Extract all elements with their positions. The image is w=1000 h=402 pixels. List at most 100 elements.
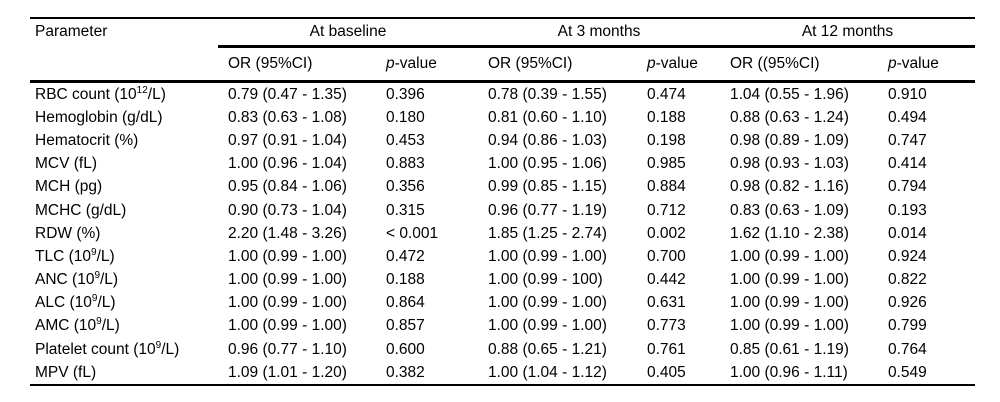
- pvalue-12-months: 0.822: [888, 271, 927, 289]
- param-text: /L): [96, 247, 115, 265]
- param-text: /L): [100, 271, 119, 289]
- header-body-rule: [30, 80, 975, 83]
- pvalue-baseline: < 0.001: [386, 224, 439, 242]
- table-row-mpv: MPV (fL) 1.09 (1.01 - 1.20) 0.382 1.00 (…: [30, 361, 975, 384]
- column-header-pvalue-12-months: p-value: [878, 55, 975, 73]
- pvalue-12-months: 0.014: [888, 224, 927, 242]
- or-baseline-value: 1.09 (1.01 - 1.20): [228, 363, 347, 381]
- or-baseline-value: 0.95 (0.84 - 1.06): [228, 178, 347, 196]
- pvalue-baseline: 0.180: [386, 108, 425, 126]
- table-row-alc: ALC (109/L) 1.00 (0.99 - 1.00) 0.864 1.0…: [30, 292, 975, 315]
- pvalue-rest: -value: [655, 55, 698, 72]
- pvalue-12-months: 0.924: [888, 247, 927, 265]
- or-12-months-value: 1.00 (0.96 - 1.11): [730, 363, 848, 381]
- column-header-pvalue-3-months: p-value: [637, 55, 720, 73]
- or-3-months-value: 1.00 (0.99 - 1.00): [488, 294, 607, 312]
- group-header-row: Parameter At baseline At 3 months At 12 …: [30, 19, 975, 45]
- pvalue-baseline: 0.356: [386, 178, 425, 196]
- group-header-3-months: At 3 months: [557, 23, 641, 40]
- param-text: MCV (fL): [35, 155, 97, 173]
- group-header-underline: [218, 45, 975, 48]
- param-superscript: 9: [94, 269, 100, 281]
- parameter-cell: ALC (109/L): [30, 294, 218, 312]
- or-12-months-value: 0.98 (0.89 - 1.09): [730, 131, 849, 149]
- param-text: /L): [97, 294, 116, 312]
- pvalue-baseline: 0.857: [386, 317, 425, 335]
- results-table: Parameter At baseline At 3 months At 12 …: [30, 17, 975, 387]
- pvalue-3-months: 0.712: [647, 201, 686, 219]
- or-3-months-value: 0.88 (0.65 - 1.21): [488, 340, 607, 358]
- pvalue-3-months: 0.773: [647, 317, 686, 335]
- table-row-anc: ANC (109/L) 1.00 (0.99 - 1.00) 0.188 1.0…: [30, 269, 975, 292]
- parameter-cell: MCV (fL): [30, 155, 218, 173]
- or-3-months-value: 0.81 (0.60 - 1.10): [488, 108, 607, 126]
- pvalue-3-months: 0.700: [647, 247, 686, 265]
- group-header-12-months: At 12 months: [801, 23, 894, 40]
- or-12-months-value: 0.98 (0.93 - 1.03): [730, 155, 849, 173]
- or-12-months-value: 1.00 (0.99 - 1.00): [730, 271, 849, 289]
- table-row-mch: MCH (pg) 0.95 (0.84 - 1.06) 0.356 0.99 (…: [30, 176, 975, 199]
- or-baseline-value: 0.90 (0.73 - 1.04): [228, 201, 347, 219]
- pvalue-italic-p: p: [647, 55, 656, 72]
- pvalue-3-months: 0.442: [647, 271, 686, 289]
- parameter-cell: RBC count (1012/L): [30, 84, 218, 104]
- or-baseline-value: 0.83 (0.63 - 1.08): [228, 108, 347, 126]
- column-header-pvalue-baseline: p-value: [376, 55, 478, 73]
- param-superscript: 9: [155, 339, 162, 351]
- param-text: /L): [161, 340, 180, 358]
- pvalue-italic-p: p: [888, 55, 897, 72]
- or-baseline-value: 1.00 (0.96 - 1.04): [228, 155, 347, 173]
- param-text: MCHC (g/dL): [35, 201, 127, 219]
- pvalue-12-months: 0.414: [888, 155, 927, 173]
- param-text: /L): [101, 317, 120, 335]
- or-3-months-value: 0.94 (0.86 - 1.03): [488, 131, 607, 149]
- column-header-or-baseline: OR (95%CI): [228, 55, 313, 72]
- or-12-months-value: 1.62 (1.10 - 2.38): [730, 224, 849, 242]
- param-text: TLC (10: [35, 247, 91, 265]
- bottom-rule: [30, 384, 975, 387]
- pvalue-baseline: 0.453: [386, 131, 425, 149]
- table-row-mcv: MCV (fL) 1.00 (0.96 - 1.04) 0.883 1.00 (…: [30, 153, 975, 176]
- pvalue-rest: -value: [896, 55, 939, 72]
- or-baseline-value: 0.96 (0.77 - 1.10): [228, 340, 347, 358]
- param-text: RDW (%): [35, 224, 101, 242]
- table-row-rdw: RDW (%) 2.20 (1.48 - 3.26) < 0.001 1.85 …: [30, 222, 975, 245]
- parameter-cell: TLC (109/L): [30, 247, 218, 266]
- param-superscript: 12: [136, 84, 148, 96]
- parameter-cell: MCHC (g/dL): [30, 202, 218, 220]
- parameter-cell: Hematocrit (%): [30, 132, 218, 150]
- or-baseline-value: 0.97 (0.91 - 1.04): [228, 131, 347, 149]
- pvalue-12-months: 0.549: [888, 363, 927, 381]
- or-12-months-value: 1.00 (0.99 - 1.00): [730, 317, 849, 335]
- or-baseline-value: 1.00 (0.99 - 1.00): [228, 317, 347, 335]
- pvalue-12-months: 0.193: [888, 201, 927, 219]
- or-12-months-value: 0.85 (0.61 - 1.19): [730, 340, 849, 358]
- column-header-parameter: Parameter: [35, 23, 108, 40]
- or-12-months-value: 1.04 (0.55 - 1.96): [730, 85, 849, 103]
- parameter-cell: RDW (%): [30, 225, 218, 243]
- or-3-months-value: 0.96 (0.77 - 1.19): [488, 201, 607, 219]
- parameter-cell: Platelet count (109/L): [30, 339, 218, 359]
- pvalue-12-months: 0.910: [888, 85, 927, 103]
- pvalue-12-months: 0.494: [888, 108, 927, 126]
- or-baseline-value: 0.79 (0.47 - 1.35): [228, 85, 347, 103]
- or-12-months-value: 1.00 (0.99 - 1.00): [730, 247, 849, 265]
- pvalue-3-months: 0.884: [647, 178, 686, 196]
- parameter-cell: MPV (fL): [30, 364, 218, 382]
- or-3-months-value: 0.78 (0.39 - 1.55): [488, 85, 607, 103]
- group-header-baseline: At baseline: [309, 23, 387, 40]
- table-row-rbc-count: RBC count (1012/L) 0.79 (0.47 - 1.35) 0.…: [30, 83, 975, 106]
- param-text: /L): [147, 85, 166, 103]
- pvalue-12-months: 0.794: [888, 178, 927, 196]
- param-text: MPV (fL): [35, 363, 97, 381]
- or-12-months-value: 1.00 (0.99 - 1.00): [730, 294, 849, 312]
- param-text: Hemoglobin (g/dL): [35, 108, 163, 126]
- table-row-hemoglobin: Hemoglobin (g/dL) 0.83 (0.63 - 1.08) 0.1…: [30, 106, 975, 129]
- pvalue-3-months: 0.474: [647, 85, 686, 103]
- pvalue-12-months: 0.764: [888, 340, 927, 358]
- pvalue-12-months: 0.926: [888, 294, 927, 312]
- table-row-tlc: TLC (109/L) 1.00 (0.99 - 1.00) 0.472 1.0…: [30, 245, 975, 268]
- pvalue-3-months: 0.405: [647, 363, 686, 381]
- param-text: Platelet count (10: [35, 340, 156, 358]
- pvalue-baseline: 0.382: [386, 363, 425, 381]
